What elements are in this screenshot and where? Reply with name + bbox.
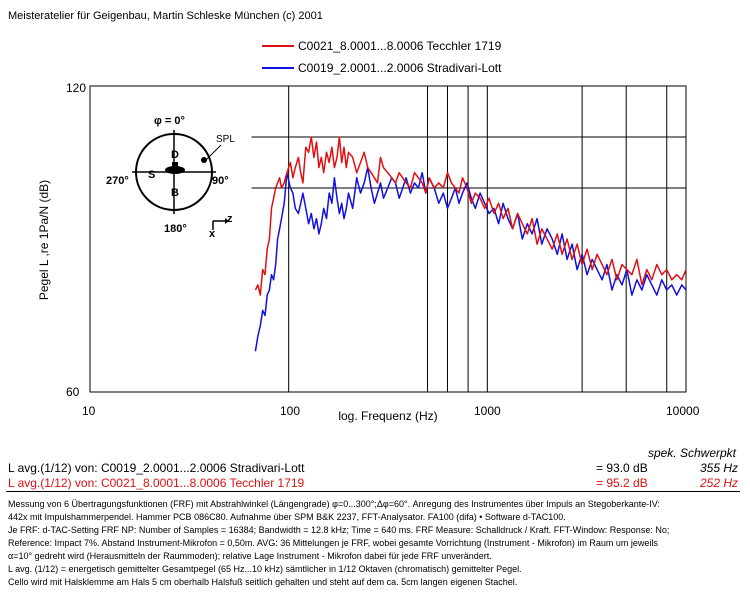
summary-row-stradivari: L avg.(1/12) von: C0019_2.0001...2.0006 … [8, 461, 738, 475]
note-line: 442x mit Impulshammerpendel. Hammer PCB … [8, 512, 566, 522]
summary-divider [6, 491, 740, 492]
frequency-response-chart: 120 60 10 100 1000 10000 log. Frequenz (… [37, 81, 700, 423]
label-s: S [148, 169, 155, 181]
legend-item-blue: C0019_2.0001...2.0006 Stradivari-Lott [262, 60, 501, 76]
y-axis-label: Pegel L ,re 1Pa/N (dB) [37, 180, 51, 300]
header-text: Meisteratelier für Geigenbau, Martin Sch… [8, 10, 323, 22]
summary-centroid: 252 Hz [699, 476, 738, 490]
series-line [254, 136, 687, 296]
summary-row-tecchler: L avg.(1/12) von: C0021_8.0001...8.0006 … [8, 476, 738, 490]
x-axis-label: log. Frequenz (Hz) [338, 409, 437, 423]
note-line: Je FRF: d-TAC-Setting FRF NP: Number of … [8, 525, 670, 535]
summary-level: = 95.2 dB [596, 476, 648, 490]
legend-item-red: C0021_8.0001...8.0006 Tecchler 1719 [262, 38, 501, 54]
legend-label-red: C0021_8.0001...8.0006 Tecchler 1719 [298, 39, 502, 53]
measurement-notes: Messung von 6 Übertragungsfunktionen (FR… [8, 498, 744, 589]
x-tick-10: 10 [82, 404, 96, 418]
angle-270-label: 270° [106, 175, 129, 187]
summary-level: = 93.0 dB [596, 461, 648, 475]
spl-label: SPL [216, 134, 235, 145]
angle-90-label: 90° [212, 175, 229, 187]
z-arrowhead-icon [225, 218, 229, 224]
summary-heading: spek. Schwerpkt [647, 446, 736, 460]
axis-z-label: z [227, 213, 233, 225]
note-line: Cello wird mit Halsklemme am Hals 5 cm o… [8, 577, 518, 587]
summary-centroid: 355 Hz [699, 461, 738, 475]
axis-indicator: z x [209, 213, 233, 240]
legend-swatch-blue [262, 67, 294, 69]
directivity-diagram: φ = 0° 270° 90° 180° D S B SPL [106, 115, 235, 235]
note-line: Messung von 6 Übertragungsfunktionen (FR… [8, 499, 660, 509]
legend-swatch-red [262, 45, 294, 47]
series-line [254, 166, 687, 352]
y-tick-120: 120 [66, 81, 86, 95]
summary-label: L avg.(1/12) von: C0021_8.0001...8.0006 … [8, 476, 305, 490]
angle-180-label: 180° [164, 223, 187, 235]
cello-neck-icon [172, 162, 178, 170]
phi-label: φ = 0° [154, 115, 185, 127]
axis-x-label: x [209, 228, 216, 240]
summary-label: L avg.(1/12) von: C0019_2.0001...2.0006 … [8, 461, 305, 475]
microphone-icon [201, 157, 207, 163]
plot-frame [89, 85, 687, 393]
note-line: L avg. (1/12) = energetisch gemittelter … [8, 564, 522, 574]
y-tick-60: 60 [66, 385, 80, 399]
chart-grid [251, 86, 686, 392]
label-d: D [171, 149, 179, 161]
x-tick-100: 100 [280, 404, 300, 418]
label-b: B [171, 187, 179, 199]
legend-label-blue: C0019_2.0001...2.0006 Stradivari-Lott [298, 61, 502, 75]
chart-series-group [254, 136, 687, 352]
x-tick-1000: 1000 [474, 404, 501, 418]
x-tick-10000: 10000 [666, 404, 700, 418]
note-line: Reference: Impact 7%. Abstand Instrument… [8, 538, 658, 548]
note-line: α=10° gedreht wird (Herausmitteln der Ra… [8, 551, 492, 561]
